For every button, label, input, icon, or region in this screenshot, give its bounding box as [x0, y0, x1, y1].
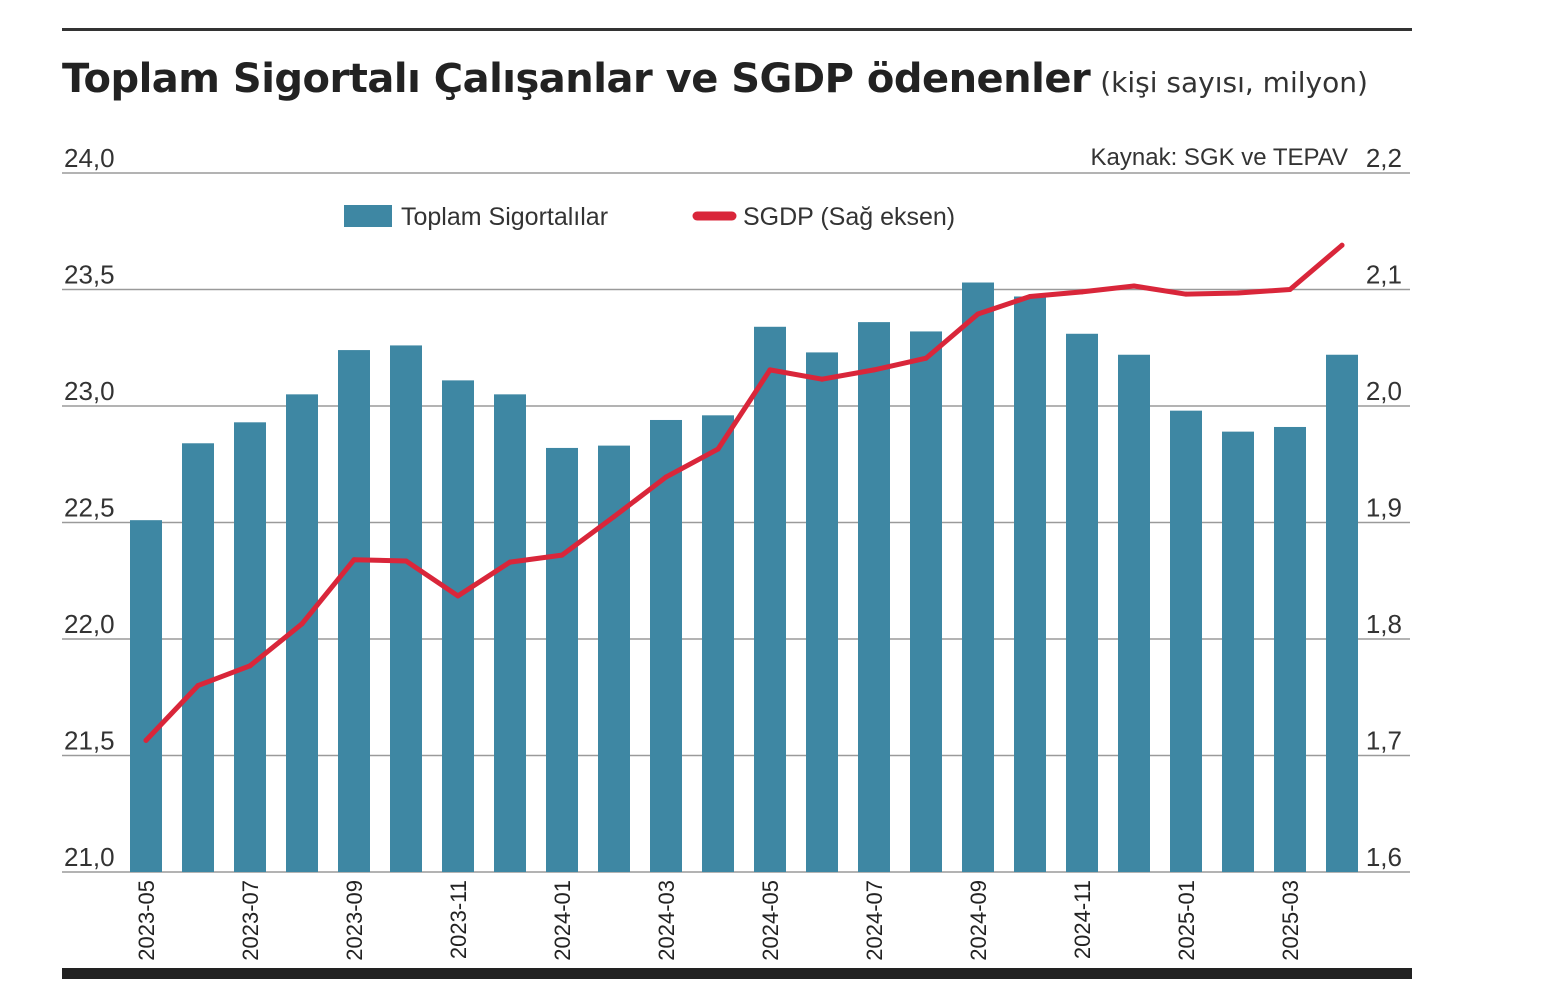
x-tick-label: 2025-03: [1278, 880, 1303, 961]
line-point: [143, 737, 149, 743]
bar: [702, 415, 734, 872]
legend-line-label: SGDP (Sağ eksen): [743, 203, 955, 231]
line-point: [559, 552, 565, 558]
bar: [910, 331, 942, 872]
y-left-tick-label: 23,0: [64, 376, 115, 406]
line-point: [507, 559, 513, 565]
line-point: [247, 663, 253, 669]
bar: [1326, 354, 1358, 872]
line-point: [195, 683, 201, 689]
bar: [1274, 426, 1306, 872]
y-right-tick-label: 2,1: [1366, 260, 1402, 290]
line-point: [819, 376, 825, 382]
y-right-tick-label: 1,7: [1366, 726, 1402, 756]
x-tick-label: 2023-05: [134, 880, 159, 961]
x-tick-label: 2024-11: [1070, 880, 1095, 959]
bar: [962, 282, 994, 872]
legend: Toplam Sigortalılar SGDP (Sağ eksen): [344, 203, 955, 231]
x-axis: 2023-05 2023-07 2023-09 2023-11 2024-01 2024-…: [134, 880, 1303, 961]
bar-series: [130, 282, 1358, 873]
bar: [1118, 354, 1150, 872]
line-point: [1235, 290, 1241, 296]
line-point: [871, 367, 877, 373]
chart-subtitle: (kişi sayısı, milyon): [1100, 66, 1368, 99]
line-point: [1183, 291, 1189, 297]
bar: [390, 345, 422, 872]
x-tick-label: 2024-09: [966, 880, 991, 961]
left-axis: 21,0 21,5 22,0 22,5 23,0 23,5 24,0: [64, 143, 115, 872]
line-point: [975, 311, 981, 317]
top-rule: [62, 28, 1412, 31]
bar: [338, 350, 370, 873]
line-point: [351, 557, 357, 563]
sgdp-line: [143, 242, 1345, 743]
bar: [1222, 431, 1254, 872]
bar: [1170, 410, 1202, 872]
x-tick-label: 2025-01: [1174, 880, 1199, 961]
line-point: [1027, 293, 1033, 299]
y-right-tick-label: 1,8: [1366, 609, 1402, 639]
line-point: [611, 514, 617, 520]
line-point: [403, 558, 409, 564]
line-point: [1131, 283, 1137, 289]
line-point: [299, 621, 305, 627]
bar: [494, 394, 526, 872]
bar: [234, 422, 266, 872]
line-point: [663, 474, 669, 480]
line-series: [143, 242, 1345, 743]
line-point: [1339, 242, 1345, 248]
bar: [182, 443, 214, 872]
line-point: [767, 367, 773, 373]
x-tick-label: 2024-01: [550, 880, 575, 961]
bar: [442, 380, 474, 872]
y-left-tick-label: 22,5: [64, 493, 115, 523]
bottom-rule: [62, 968, 1412, 979]
bar: [754, 326, 786, 872]
bar: [130, 520, 162, 872]
y-left-tick-label: 23,5: [64, 260, 115, 290]
line-point: [923, 355, 929, 361]
bar: [858, 322, 890, 872]
source-note: Kaynak: SGK ve TEPAV: [1091, 144, 1348, 171]
x-tick-label: 2023-07: [238, 880, 263, 961]
x-tick-label: 2024-05: [758, 880, 783, 961]
legend-bar-label: Toplam Sigortalılar: [401, 203, 608, 231]
x-tick-label: 2023-09: [342, 880, 367, 961]
x-tick-label: 2024-03: [654, 880, 679, 961]
y-left-tick-label: 21,5: [64, 726, 115, 756]
bar: [1014, 296, 1046, 872]
right-axis: 1,6 1,7 1,8 1,9 2,0 2,1 2,2: [1366, 143, 1402, 872]
chart-header: Toplam Sigortalı Çalışanlar ve SGDP öden…: [62, 56, 1368, 102]
bar: [806, 352, 838, 872]
line-point: [715, 446, 721, 452]
bar: [546, 447, 578, 872]
line-point: [455, 593, 461, 599]
line-point: [1287, 287, 1293, 292]
y-right-tick-label: 1,9: [1366, 493, 1402, 523]
bar: [650, 419, 682, 872]
x-tick-label: 2024-07: [862, 880, 887, 961]
x-tick-label: 2023-11: [446, 880, 471, 959]
y-left-tick-label: 21,0: [64, 842, 115, 872]
y-right-tick-label: 2,0: [1366, 376, 1402, 406]
line-point: [1079, 289, 1085, 295]
y-right-tick-label: 1,6: [1366, 842, 1402, 872]
y-left-tick-label: 24,0: [64, 143, 115, 173]
bar: [1066, 333, 1098, 872]
y-left-tick-label: 22,0: [64, 609, 115, 639]
chart-title: Toplam Sigortalı Çalışanlar ve SGDP öden…: [62, 56, 1091, 102]
legend-bar-swatch: [344, 205, 392, 227]
y-right-tick-label: 2,2: [1366, 143, 1402, 173]
